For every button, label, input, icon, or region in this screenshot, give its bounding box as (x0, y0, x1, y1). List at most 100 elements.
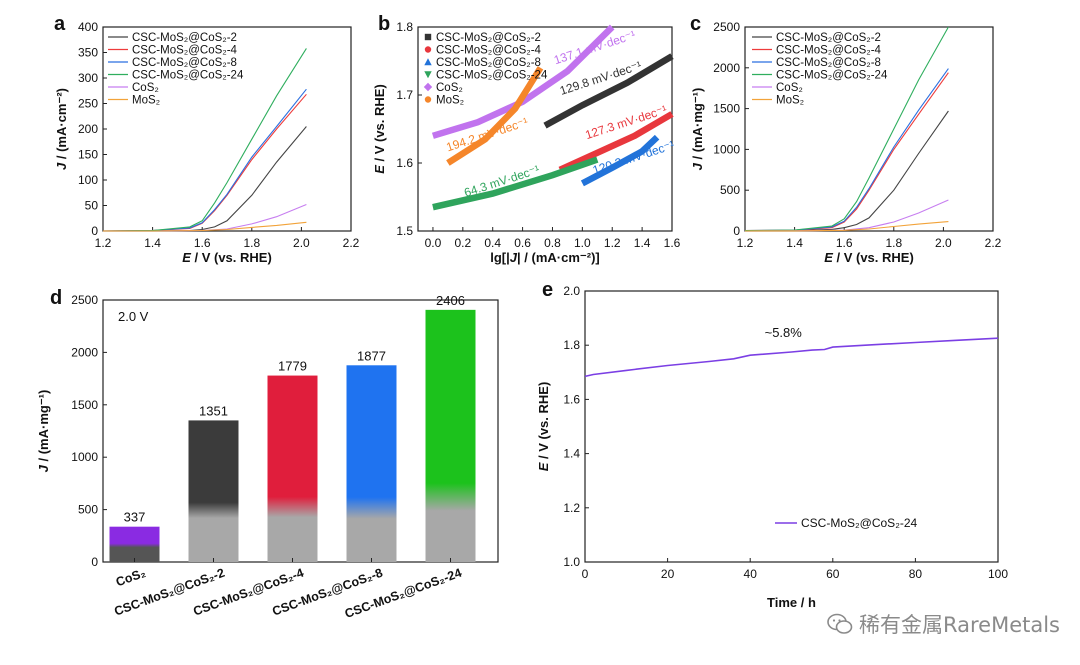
panel-c-y-tick-label: 2000 (713, 61, 740, 75)
panel-b-x-axis-label-italic: J (510, 250, 518, 265)
panel-e-legend-entry: CSC-MoS₂@CoS₂-24 (801, 516, 918, 530)
panel-e-x-tick-label: 80 (909, 567, 923, 581)
panel-c-letter: c (690, 13, 701, 35)
panel-d-y-tick-label: 1500 (71, 398, 98, 412)
panel-b-fit-band (558, 111, 674, 173)
panel-a-x-tick-label: 1.4 (144, 236, 161, 250)
panel-b-legend-marker (423, 82, 433, 92)
panel-e-letter: e (542, 279, 553, 301)
panel-c-y-tick-label: 1500 (713, 102, 740, 116)
panel-c-series-line (744, 26, 949, 232)
panel-c-y-tick-label: 0 (733, 224, 740, 238)
panel-d-y-axis-label-rest: / (mA·mg⁻¹) (36, 390, 51, 465)
panel-c-x-tick-label: 2.0 (935, 236, 952, 250)
panel-e-y-tick-label: 1.2 (563, 501, 580, 515)
panel-a-legend-entry: CSC-MoS₂@CoS₂-24 (132, 70, 244, 82)
panel-d-y-tick-label: 2000 (71, 345, 98, 359)
panel-e-x-tick-label: 60 (826, 567, 840, 581)
panel-d-bar-value-label: 2406 (436, 293, 465, 308)
panel-c-legend-entry: CSC-MoS₂@CoS₂-8 (776, 57, 881, 69)
panel-a-y-tick-label: 0 (91, 224, 98, 238)
panel-e-x-axis-label-rest: Time / h (767, 595, 816, 610)
panel-b-legend-marker (424, 96, 432, 103)
panel-a-series-line (103, 221, 307, 232)
panel-b-legend-marker (424, 33, 432, 41)
panel-d-bar-value-label: 1779 (278, 359, 307, 374)
panel-b-fit-band (580, 134, 660, 187)
panel-b-fit-band (543, 53, 674, 129)
panel-a-series-line (102, 88, 307, 232)
panel-a-x-tick-label: 1.8 (243, 236, 260, 250)
panel-c-x-tick-label: 1.6 (836, 236, 853, 250)
panel-a-y-axis-label: J / (mA·cm⁻²) (54, 88, 69, 170)
panel-a-x-axis-label-rest: / V (vs. RHE) (191, 250, 272, 265)
panel-d-bar (188, 420, 239, 562)
panel-e-y-tick-label: 1.4 (563, 447, 580, 461)
panel-b-legend-marker (424, 71, 432, 79)
panel-b-y-tick-label: 1.7 (396, 88, 413, 102)
panel-c-y-axis-label-italic: J (690, 162, 705, 170)
panel-b-slope-label: 120.2 mV·dec⁻¹ (591, 138, 676, 178)
panel-b-legend-entry: CoS₂ (436, 82, 463, 94)
panel-e-y-tick-label: 2.0 (563, 284, 580, 298)
panel-c-x-axis-label: E / V (vs. RHE) (824, 250, 914, 265)
panel-b-slope-label: 137.1 mV·dec⁻¹ (552, 28, 637, 68)
panel-b-x-tick-label: 0.0 (425, 236, 442, 250)
panel-d-inset-text: 2.0 V (118, 309, 149, 324)
panel-d-bar-value-label: 1351 (199, 403, 228, 418)
watermark: 稀有金属RareMetals (827, 609, 1060, 639)
panel-c-x-tick-label: 2.2 (985, 236, 1002, 250)
panel-b-x-axis-label: lg[|J| / (mA·cm⁻²)] (490, 250, 599, 265)
panel-b-legend-entry: CSC-MoS₂@CoS₂-8 (436, 57, 541, 69)
panel-c-y-tick-label: 1000 (713, 142, 740, 156)
panel-a-legend-entry: MoS₂ (132, 95, 160, 107)
panel-a-x-tick-label: 1.6 (194, 236, 211, 250)
panel-d-y-tick-label: 1000 (71, 450, 98, 464)
panel-b-legend-entry: CSC-MoS₂@CoS₂-24 (436, 70, 548, 82)
panel-e-x-tick-label: 100 (988, 567, 1008, 581)
panel-a-x-tick-label: 2.0 (293, 236, 310, 250)
panel-c-legend-entry: CoS₂ (776, 82, 803, 94)
panel-c-x-axis-label-italic: E (824, 250, 833, 265)
panel-b-y-tick-label: 1.6 (396, 156, 413, 170)
panel-c-line-chart: c 1.2 1.4 1.6 1.8 2.0 2.2 0 500 1000 1500 2000 2500 C… (690, 13, 1002, 265)
panel-d-y-tick-label: 0 (91, 555, 98, 569)
panel-e-y-axis-label-rest: / V (vs. RHE) (536, 382, 551, 463)
panel-a-y-axis-label-rest: / (mA·cm⁻²) (54, 88, 69, 163)
panel-a-y-tick-label: 50 (85, 199, 99, 213)
panel-a-y-tick-label: 100 (78, 173, 98, 187)
panel-b-y-tick-label: 1.5 (396, 224, 413, 238)
panel-b-x-tick-label: 1.6 (664, 236, 681, 250)
watermark-text: 稀有金属RareMetals (858, 613, 1060, 637)
panel-d-letter: d (50, 287, 62, 309)
panel-e-x-tick-label: 0 (582, 567, 589, 581)
panel-c-x-axis-label-rest: / V (vs. RHE) (833, 250, 914, 265)
panel-c-legend-entry: CSC-MoS₂@CoS₂-4 (776, 45, 882, 57)
panel-b-letter: b (378, 13, 390, 35)
panel-e-series-line (584, 337, 999, 378)
panel-b-legend-entry: CSC-MoS₂@CoS₂-2 (436, 32, 541, 44)
panel-d-bar (425, 309, 476, 562)
panel-b-legend-entry: CSC-MoS₂@CoS₂-4 (436, 45, 542, 57)
panel-b-x-axis-label-rest: | / (mA·cm⁻²)] (517, 250, 600, 265)
panel-d-bar-value-label: 1877 (357, 348, 386, 363)
panel-b-legend-marker (424, 46, 432, 53)
panel-a-y-tick-label: 150 (78, 148, 98, 162)
panel-b-x-tick-label: 0.6 (514, 236, 531, 250)
panel-e-y-axis-label: E / V (vs. RHE) (536, 382, 551, 472)
panel-c-x-tick-label: 1.8 (885, 236, 902, 250)
panel-c-legend-entry: CSC-MoS₂@CoS₂-2 (776, 32, 881, 44)
panel-a-legend-entry: CoS₂ (132, 82, 159, 94)
panel-b-x-tick-label: 1.2 (604, 236, 621, 250)
panel-b-y-axis-label-italic: E (372, 165, 387, 174)
panel-b-tafel-chart: b 0.0 0.2 0.4 0.6 0.8 1.0 1.2 1.4 1.6 1.5 1.6 1.7 1.8… (372, 13, 681, 265)
panel-a-legend-entry: CSC-MoS₂@CoS₂-8 (132, 57, 237, 69)
panel-a-line-chart: a 1.2 1.4 1.6 1.8 2.0 2.2 0 50 100 150 200 250 300 350… (54, 13, 360, 265)
panel-c-legend-entry: MoS₂ (776, 95, 804, 107)
panel-d-y-tick-label: 2500 (71, 293, 98, 307)
panel-b-x-tick-label: 1.4 (634, 236, 651, 250)
panel-b-x-tick-label: 1.0 (574, 236, 591, 250)
panel-c-plot-frame (744, 26, 994, 232)
panel-b-fit-band (446, 66, 544, 166)
